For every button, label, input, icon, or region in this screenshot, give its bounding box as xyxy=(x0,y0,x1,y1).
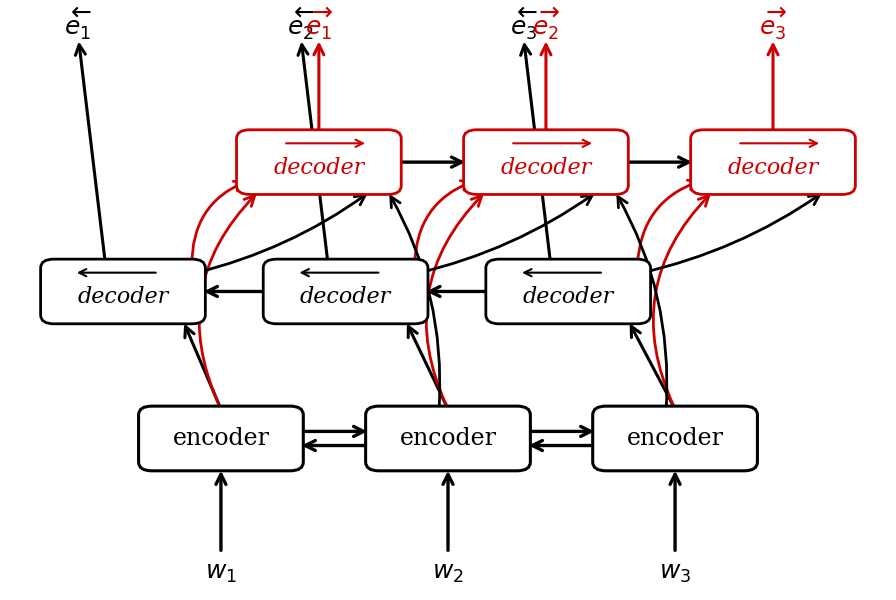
Text: $\overleftarrow{e_2}$: $\overleftarrow{e_2}$ xyxy=(287,6,315,42)
Text: $\overrightarrow{e_2}$: $\overrightarrow{e_2}$ xyxy=(532,6,560,42)
Text: $\overrightarrow{e_1}$: $\overrightarrow{e_1}$ xyxy=(305,6,333,42)
Text: decoder: decoder xyxy=(522,286,614,308)
Text: decoder: decoder xyxy=(273,157,365,179)
FancyBboxPatch shape xyxy=(463,130,628,194)
Text: $w_1$: $w_1$ xyxy=(205,562,237,585)
FancyBboxPatch shape xyxy=(366,406,530,471)
Text: encoder: encoder xyxy=(626,427,724,450)
FancyBboxPatch shape xyxy=(237,130,401,194)
Text: $\overleftarrow{e_3}$: $\overleftarrow{e_3}$ xyxy=(510,6,538,42)
FancyBboxPatch shape xyxy=(592,406,757,471)
Text: encoder: encoder xyxy=(172,427,270,450)
FancyBboxPatch shape xyxy=(691,130,856,194)
Text: $w_3$: $w_3$ xyxy=(659,562,691,585)
FancyBboxPatch shape xyxy=(139,406,304,471)
Text: decoder: decoder xyxy=(77,286,168,308)
Text: decoder: decoder xyxy=(728,157,819,179)
Text: $\overrightarrow{e_3}$: $\overrightarrow{e_3}$ xyxy=(759,6,787,42)
Text: $\overleftarrow{e_1}$: $\overleftarrow{e_1}$ xyxy=(65,6,92,42)
FancyBboxPatch shape xyxy=(486,259,650,324)
Text: encoder: encoder xyxy=(400,427,496,450)
Text: decoder: decoder xyxy=(300,286,392,308)
FancyBboxPatch shape xyxy=(40,259,205,324)
Text: decoder: decoder xyxy=(500,157,591,179)
Text: $w_2$: $w_2$ xyxy=(432,562,464,585)
FancyBboxPatch shape xyxy=(263,259,428,324)
